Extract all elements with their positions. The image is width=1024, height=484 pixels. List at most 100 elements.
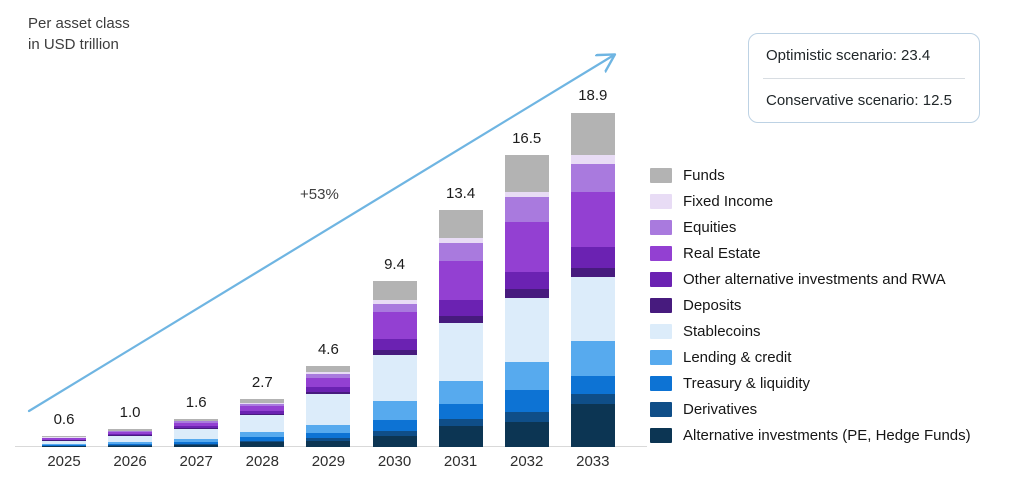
- legend-swatch: [650, 219, 672, 235]
- callout-divider: [763, 77, 965, 79]
- bar-value-2033: 18.9: [578, 87, 608, 105]
- segment-alternative-investments-pe-hedge-funds: [570, 404, 615, 447]
- segment-deposits: [108, 435, 153, 436]
- segment-lending-credit: [570, 340, 615, 377]
- segment-funds: [438, 209, 483, 239]
- segment-alternative-investments-pe-hedge-funds: [438, 425, 483, 447]
- legend-label: Equities: [683, 218, 737, 236]
- legend-swatch: [650, 375, 672, 391]
- segment-equities: [504, 197, 549, 223]
- legend-item-deposits: Deposits: [650, 296, 971, 314]
- legend-swatch: [650, 427, 672, 443]
- segment-stablecoins: [438, 323, 483, 382]
- legend-label: Real Estate: [683, 244, 761, 262]
- segment-other-alternative-investments-and-rwa: [108, 434, 153, 436]
- segment-stablecoins: [504, 298, 549, 363]
- bar-value-2027: 1.6: [185, 393, 207, 411]
- segment-funds: [42, 436, 86, 438]
- legend-label: Alternative investments (PE, Hedge Funds…: [683, 426, 971, 444]
- legend-item-lending-credit: Lending & credit: [650, 348, 971, 366]
- segment-alternative-investments-pe-hedge-funds: [108, 445, 153, 447]
- legend-label: Deposits: [683, 296, 742, 314]
- legend-item-stablecoins: Stablecoins: [650, 322, 971, 340]
- segment-stablecoins: [306, 393, 351, 425]
- legend-item-treasury-liquidity: Treasury & liquidity: [650, 375, 971, 392]
- segment-funds: [174, 418, 219, 421]
- x-axis-label-2029: 2029: [311, 453, 346, 470]
- segment-deposits: [504, 289, 549, 299]
- segment-alternative-investments-pe-hedge-funds: [240, 442, 285, 447]
- segment-alternative-investments-pe-hedge-funds: [306, 440, 351, 447]
- x-axis-label-2032: 2032: [510, 453, 544, 470]
- legend-label: Stablecoins: [683, 322, 761, 340]
- legend-swatch: [650, 323, 672, 339]
- segment-fixed-income: [570, 154, 615, 164]
- segment-real-estate: [504, 222, 549, 272]
- legend-item-funds: Funds: [650, 166, 971, 184]
- segment-treasury-liquidity: [504, 390, 549, 412]
- legend-swatch: [650, 167, 672, 183]
- bar-value-2032: 16.5: [512, 129, 542, 147]
- segment-derivatives: [372, 431, 417, 437]
- segment-fixed-income: [438, 238, 483, 244]
- segment-other-alternative-investments-and-rwa: [306, 386, 351, 393]
- segment-other-alternative-investments-and-rwa: [372, 339, 417, 350]
- segment-deposits: [174, 427, 219, 429]
- segment-real-estate: [438, 261, 483, 301]
- x-axis-label-2031: 2031: [443, 453, 478, 470]
- chart-title-line2: in USD trillion: [28, 36, 119, 53]
- bar-2026: [108, 429, 153, 447]
- x-axis-label-2027: 2027: [179, 453, 213, 470]
- bar-2028: [240, 399, 285, 447]
- segment-lending-credit: [174, 439, 219, 442]
- segment-real-estate: [42, 438, 86, 440]
- segment-deposits: [372, 349, 417, 355]
- segment-funds: [306, 365, 351, 372]
- segment-lending-credit: [42, 444, 86, 446]
- bar-2029: [306, 365, 351, 447]
- segment-other-alternative-investments-and-rwa: [570, 246, 615, 269]
- segment-real-estate: [372, 312, 417, 339]
- segment-lending-credit: [108, 441, 153, 444]
- segment-stablecoins: [372, 354, 417, 401]
- bar-2031: [438, 209, 483, 447]
- legend-swatch: [650, 245, 672, 261]
- legend-item-other-alternative-investments-and-rwa: Other alternative investments and RWA: [650, 270, 971, 288]
- bar-2033: [570, 112, 615, 448]
- x-axis-label-2025: 2025: [47, 453, 81, 470]
- legend-swatch: [650, 401, 672, 417]
- segment-equities: [108, 431, 153, 432]
- legend-label: Funds: [683, 166, 725, 184]
- bar-value-2028: 2.7: [251, 374, 273, 392]
- legend-label: Other alternative investments and RWA: [683, 270, 946, 288]
- segment-deposits: [570, 268, 615, 278]
- segment-equities: [570, 163, 615, 193]
- legend-item-derivatives: Derivatives: [650, 401, 971, 418]
- segment-equities: [438, 243, 483, 262]
- segment-alternative-investments-pe-hedge-funds: [42, 446, 86, 447]
- bar-value-2026: 1.0: [119, 404, 141, 422]
- segment-treasury-liquidity: [438, 404, 483, 419]
- bar-2030: [372, 280, 417, 447]
- segment-fixed-income: [504, 192, 549, 198]
- segment-derivatives: [570, 393, 615, 405]
- segment-real-estate: [108, 431, 153, 435]
- segment-funds: [240, 399, 285, 403]
- chart-title-line1: Per asset class: [28, 15, 130, 32]
- bar-value-2025: 0.6: [53, 411, 75, 429]
- segment-stablecoins: [570, 277, 615, 341]
- optimistic-scenario-text: Optimistic scenario: 23.4: [766, 47, 931, 65]
- bar-2027: [174, 418, 219, 447]
- segment-fixed-income: [174, 420, 219, 422]
- legend-label: Lending & credit: [683, 348, 792, 366]
- segment-equities: [42, 437, 86, 439]
- x-axis-label-2033: 2033: [576, 453, 610, 470]
- segment-treasury-liquidity: [570, 376, 615, 394]
- legend-swatch: [650, 193, 672, 209]
- segment-treasury-liquidity: [42, 445, 86, 446]
- legend-item-fixed-income: Fixed Income: [650, 193, 971, 210]
- bar-value-2029: 4.6: [317, 340, 339, 358]
- segment-equities: [174, 421, 219, 423]
- segment-fixed-income: [306, 371, 351, 374]
